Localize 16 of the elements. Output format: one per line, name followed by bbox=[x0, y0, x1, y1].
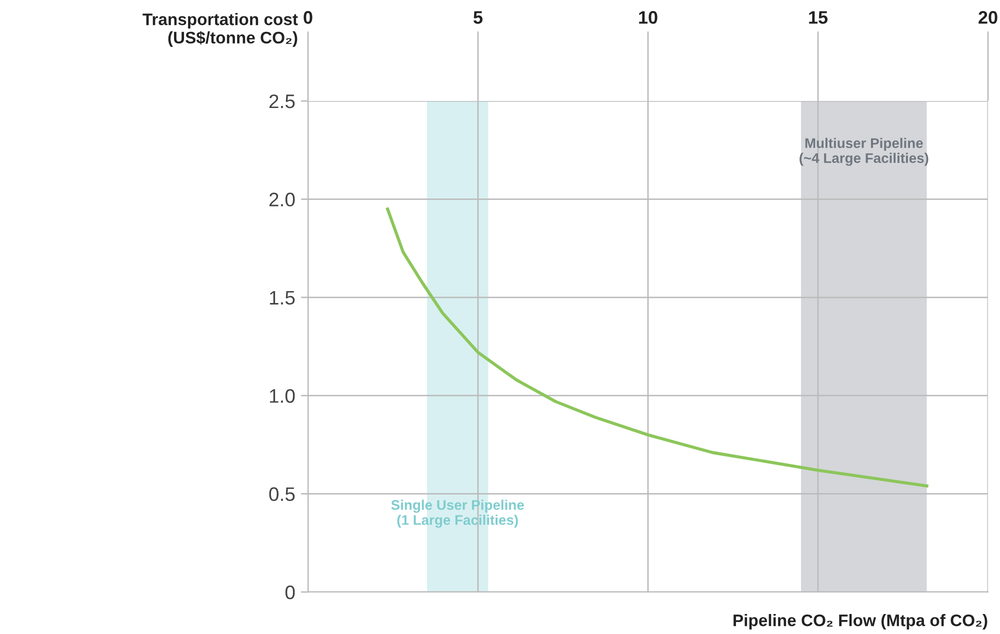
y-tick-label: 2.5 bbox=[269, 94, 295, 108]
y-tick-label: 1.5 bbox=[270, 291, 295, 305]
x-tick-label: 0 bbox=[304, 11, 312, 24]
y-tick-label: 0.5 bbox=[269, 487, 295, 502]
y-axis-title: Transportation cost (US$/tonne CO₂) bbox=[142, 13, 298, 47]
y-tick-label: 0 bbox=[285, 585, 295, 600]
band-label: Multiuser Pipeline (~4 Large Facilities) bbox=[800, 138, 928, 166]
x-tick-label: 15 bbox=[809, 11, 828, 24]
x-axis-title: Pipeline CO₂ Flow (Mtpa of CO₂) bbox=[734, 614, 988, 630]
band-label: Single User Pipeline (1 Large Facilities) bbox=[391, 500, 524, 528]
x-tick-label: 20 bbox=[978, 11, 998, 24]
x-tick-label: 10 bbox=[639, 11, 658, 24]
x-tick-label: 5 bbox=[474, 11, 483, 24]
line-series bbox=[386, 207, 928, 488]
y-tick-label: 1.0 bbox=[270, 389, 295, 403]
y-tick-label: 2.0 bbox=[269, 192, 295, 206]
